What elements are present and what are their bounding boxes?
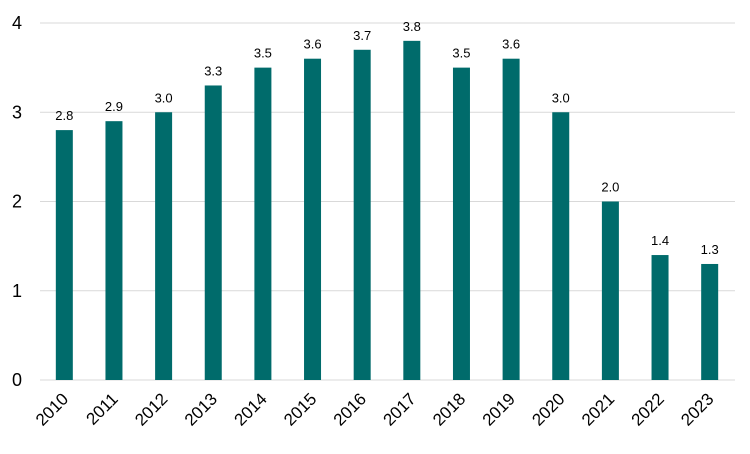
x-axis-ticks: 2010 2011 2012 2013 2014 2015 2016 2017 2018 2019…	[32, 389, 718, 429]
x-tick-label: 2010	[32, 389, 72, 429]
bar-2020	[552, 112, 570, 380]
bar-2012	[155, 112, 173, 380]
x-tick-label: 2021	[578, 389, 618, 429]
y-tick-label: 1	[12, 281, 22, 301]
y-tick-label: 0	[12, 370, 22, 390]
data-label: 3.6	[303, 37, 321, 52]
data-label: 3.0	[552, 90, 570, 105]
x-tick-label: 2022	[628, 389, 668, 429]
bar-2022	[651, 255, 669, 380]
y-tick-label: 2	[12, 192, 22, 212]
x-tick-label: 2020	[528, 389, 568, 429]
bar-2023	[701, 263, 719, 380]
data-label: 2.0	[601, 180, 619, 195]
data-label: 1.4	[651, 233, 669, 248]
x-tick-label: 2012	[131, 389, 171, 429]
bar-2011	[105, 121, 123, 381]
data-label: 3.5	[254, 46, 272, 61]
bar-2018	[452, 67, 470, 380]
gridlines	[40, 22, 735, 381]
data-label: 3.3	[204, 63, 222, 78]
data-label: 3.0	[155, 90, 173, 105]
x-tick-label: 2011	[83, 389, 122, 428]
bars	[55, 40, 719, 381]
data-label: 2.8	[55, 108, 73, 123]
x-tick-label: 2019	[479, 389, 519, 429]
y-tick-label: 4	[12, 13, 22, 33]
bar-2016	[353, 49, 371, 381]
data-label: 2.9	[105, 99, 123, 114]
x-tick-label: 2017	[379, 389, 419, 429]
bar-2019	[502, 58, 520, 380]
bar-2017	[403, 40, 421, 380]
data-label: 3.5	[452, 46, 470, 61]
y-axis-ticks: 0 1 2 3 4	[12, 13, 22, 390]
data-label: 1.3	[701, 242, 719, 257]
bar-2013	[204, 85, 222, 380]
data-label: 3.7	[353, 28, 371, 43]
x-tick-label: 2023	[677, 389, 717, 429]
data-label: 3.6	[502, 37, 520, 52]
x-tick-label: 2018	[429, 389, 469, 429]
data-label: 3.8	[403, 19, 421, 34]
bar-2010	[55, 130, 73, 380]
x-tick-label: 2014	[231, 389, 271, 429]
bar-2014	[254, 67, 272, 380]
x-tick-label: 2016	[330, 389, 370, 429]
bar-2015	[304, 58, 322, 380]
bar-2021	[601, 201, 619, 380]
x-tick-label: 2015	[280, 389, 320, 429]
data-labels: 2.8 2.9 3.0 3.3 3.5 3.6 3.7 3.8 3.5 3.6 3.0 2.0 1.4 1…	[55, 19, 718, 257]
x-tick-label: 2013	[181, 389, 221, 429]
y-tick-label: 3	[12, 102, 22, 122]
